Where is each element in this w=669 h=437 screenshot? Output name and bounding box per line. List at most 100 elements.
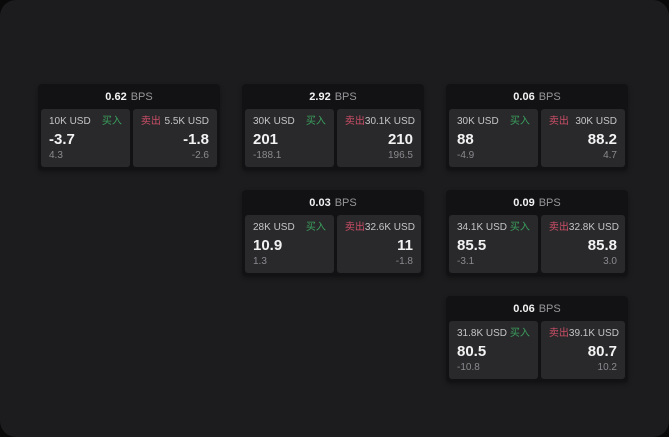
tiles-row: 34.1K USD 买入 85.5 -3.1 卖出 32.8K USD 85.8… bbox=[449, 215, 625, 273]
sell-tile[interactable]: 卖出 32.8K USD 85.8 3.0 bbox=[540, 215, 625, 273]
buy-value: -3.7 bbox=[49, 130, 75, 148]
bps-value: 0.06 bbox=[513, 90, 535, 103]
sell-amount: 32.6K USD bbox=[364, 222, 415, 233]
buy-tile-header: 30K USD 买入 bbox=[457, 116, 530, 128]
buy-sub-value: -3.1 bbox=[457, 256, 475, 267]
sell-sub-value: -1.8 bbox=[395, 256, 413, 267]
tiles-row: 31.8K USD 买入 80.5 -10.8 卖出 39.1K USD 80.… bbox=[449, 321, 625, 379]
buy-side-label: 买入 bbox=[101, 116, 122, 127]
quote-card[interactable]: 0.06 BPS 30K USD 买入 88 -4.9 卖出 30K USD 8… bbox=[446, 84, 628, 170]
bps-value: 0.03 bbox=[309, 196, 331, 209]
card-header: 0.03 BPS bbox=[242, 190, 424, 215]
sell-tile[interactable]: 卖出 30K USD 88.2 4.7 bbox=[540, 109, 625, 167]
buy-sub-value: -188.1 bbox=[253, 150, 282, 161]
quote-card[interactable]: 0.62 BPS 10K USD 买入 -3.7 4.3 卖出 5.5K USD… bbox=[38, 84, 220, 170]
sell-sub-value: 3.0 bbox=[603, 256, 617, 267]
buy-sub-value: 4.3 bbox=[49, 150, 63, 161]
bps-unit: BPS bbox=[334, 196, 357, 209]
quote-card[interactable]: 0.03 BPS 28K USD 买入 10.9 1.3 卖出 32.6K US… bbox=[242, 190, 424, 276]
buy-amount: 28K USD bbox=[253, 222, 295, 233]
sell-amount: 30.1K USD bbox=[364, 116, 415, 127]
bps-unit: BPS bbox=[130, 90, 153, 103]
sell-amount: 32.8K USD bbox=[568, 222, 619, 233]
cards-grid: 0.62 BPS 10K USD 买入 -3.7 4.3 卖出 5.5K USD… bbox=[38, 84, 628, 382]
bps-value: 0.09 bbox=[513, 196, 535, 209]
sell-sub-value: 4.7 bbox=[603, 150, 617, 161]
quote-card[interactable]: 2.92 BPS 30K USD 买入 201 -188.1 卖出 30.1K … bbox=[242, 84, 424, 170]
bps-unit: BPS bbox=[538, 302, 561, 315]
bps-unit: BPS bbox=[538, 196, 561, 209]
buy-tile[interactable]: 31.8K USD 买入 80.5 -10.8 bbox=[449, 321, 538, 379]
sell-sub-value: -2.6 bbox=[191, 150, 209, 161]
buy-side-label: 买入 bbox=[305, 116, 326, 127]
sell-tile-header: 卖出 30K USD bbox=[549, 116, 617, 128]
buy-tile[interactable]: 30K USD 买入 88 -4.9 bbox=[449, 109, 538, 167]
buy-side-label: 买入 bbox=[509, 222, 530, 233]
buy-tile-header: 31.8K USD 买入 bbox=[457, 328, 530, 340]
sell-value: 210 bbox=[387, 130, 413, 148]
bps-value: 2.92 bbox=[309, 90, 331, 103]
buy-amount: 34.1K USD bbox=[457, 222, 508, 233]
sell-value: 11 bbox=[397, 236, 413, 254]
sell-amount: 30K USD bbox=[575, 116, 617, 127]
buy-tile-header: 30K USD 买入 bbox=[253, 116, 326, 128]
card-header: 2.92 BPS bbox=[242, 84, 424, 109]
buy-value: 80.5 bbox=[457, 342, 487, 360]
buy-amount: 10K USD bbox=[49, 116, 91, 127]
buy-side-label: 买入 bbox=[305, 222, 326, 233]
sell-tile-header: 卖出 39.1K USD bbox=[548, 328, 619, 340]
tiles-row: 30K USD 买入 201 -188.1 卖出 30.1K USD 210 1… bbox=[245, 109, 421, 167]
quote-card[interactable]: 0.06 BPS 31.8K USD 买入 80.5 -10.8 卖出 39.1… bbox=[446, 296, 628, 382]
buy-sub-value: -10.8 bbox=[457, 362, 480, 373]
sell-tile-header: 卖出 30.1K USD bbox=[344, 116, 415, 128]
buy-value: 85.5 bbox=[457, 236, 487, 254]
sell-side-label: 卖出 bbox=[548, 116, 569, 127]
sell-side-label: 卖出 bbox=[344, 116, 365, 127]
buy-tile[interactable]: 10K USD 买入 -3.7 4.3 bbox=[41, 109, 130, 167]
buy-tile-header: 10K USD 买入 bbox=[49, 116, 122, 128]
buy-value: 201 bbox=[253, 130, 279, 148]
buy-tile-header: 34.1K USD 买入 bbox=[457, 222, 530, 234]
card-header: 0.09 BPS bbox=[446, 190, 628, 215]
bps-unit: BPS bbox=[334, 90, 357, 103]
buy-value: 10.9 bbox=[253, 236, 283, 254]
buy-sub-value: 1.3 bbox=[253, 256, 267, 267]
card-header: 0.62 BPS bbox=[38, 84, 220, 109]
buy-sub-value: -4.9 bbox=[457, 150, 475, 161]
sell-tile[interactable]: 卖出 32.6K USD 11 -1.8 bbox=[336, 215, 421, 273]
buy-tile[interactable]: 30K USD 买入 201 -188.1 bbox=[245, 109, 334, 167]
sell-amount: 39.1K USD bbox=[568, 328, 619, 339]
sell-tile-header: 卖出 5.5K USD bbox=[141, 116, 209, 128]
tiles-row: 30K USD 买入 88 -4.9 卖出 30K USD 88.2 4.7 bbox=[449, 109, 625, 167]
buy-amount: 30K USD bbox=[457, 116, 499, 127]
sell-tile[interactable]: 卖出 39.1K USD 80.7 10.2 bbox=[540, 321, 625, 379]
sell-value: 80.7 bbox=[587, 342, 617, 360]
tiles-row: 28K USD 买入 10.9 1.3 卖出 32.6K USD 11 -1.8 bbox=[245, 215, 421, 273]
card-header: 0.06 BPS bbox=[446, 84, 628, 109]
sell-value: 88.2 bbox=[587, 130, 617, 148]
sell-tile[interactable]: 卖出 30.1K USD 210 196.5 bbox=[336, 109, 421, 167]
buy-amount: 31.8K USD bbox=[457, 328, 508, 339]
buy-tile[interactable]: 34.1K USD 买入 85.5 -3.1 bbox=[449, 215, 538, 273]
buy-tile-header: 28K USD 买入 bbox=[253, 222, 326, 234]
tiles-row: 10K USD 买入 -3.7 4.3 卖出 5.5K USD -1.8 -2.… bbox=[41, 109, 217, 167]
buy-side-label: 买入 bbox=[509, 328, 530, 339]
sell-amount: 5.5K USD bbox=[164, 116, 209, 127]
sell-sub-value: 10.2 bbox=[597, 362, 617, 373]
sell-side-label: 卖出 bbox=[140, 116, 161, 127]
bps-value: 0.62 bbox=[105, 90, 127, 103]
bps-value: 0.06 bbox=[513, 302, 535, 315]
sell-tile-header: 卖出 32.6K USD bbox=[344, 222, 415, 234]
buy-value: 88 bbox=[457, 130, 474, 148]
sell-tile[interactable]: 卖出 5.5K USD -1.8 -2.6 bbox=[132, 109, 217, 167]
buy-side-label: 买入 bbox=[509, 116, 530, 127]
quote-card[interactable]: 0.09 BPS 34.1K USD 买入 85.5 -3.1 卖出 32.8K… bbox=[446, 190, 628, 276]
card-header: 0.06 BPS bbox=[446, 296, 628, 321]
buy-tile[interactable]: 28K USD 买入 10.9 1.3 bbox=[245, 215, 334, 273]
sell-side-label: 卖出 bbox=[548, 222, 569, 233]
sell-tile-header: 卖出 32.8K USD bbox=[548, 222, 619, 234]
sell-side-label: 卖出 bbox=[548, 328, 569, 339]
sell-value: 85.8 bbox=[587, 236, 617, 254]
sell-side-label: 卖出 bbox=[344, 222, 365, 233]
